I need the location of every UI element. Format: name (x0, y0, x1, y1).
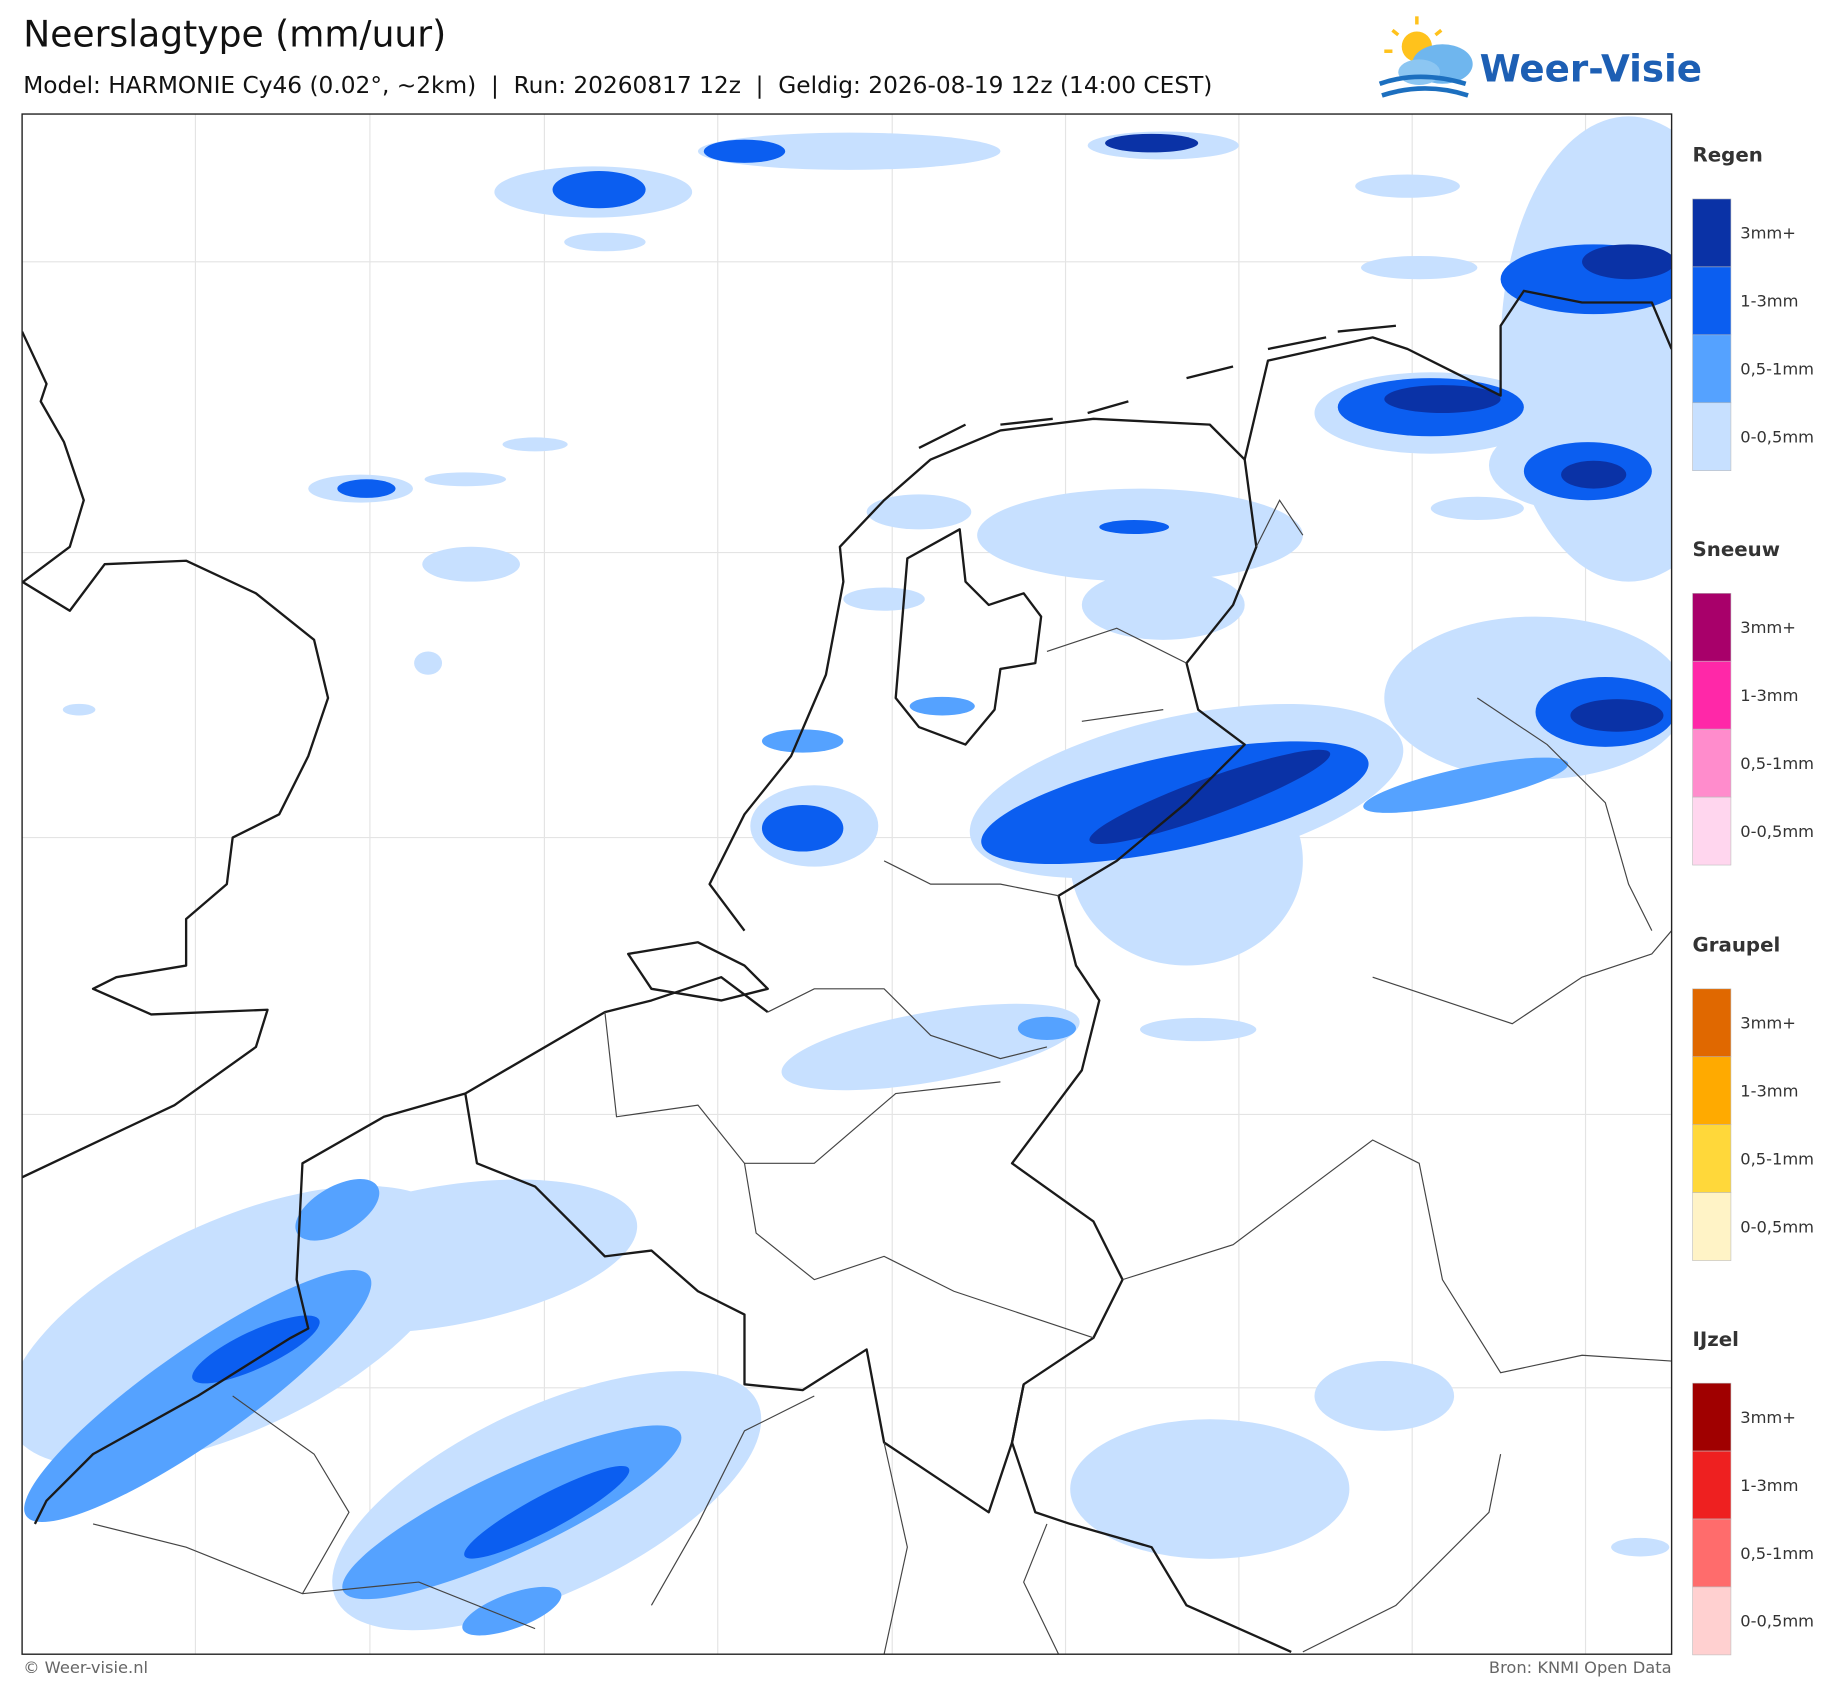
legend-label: 0-0,5mm (1740, 1217, 1814, 1236)
legend-label: 3mm+ (1740, 618, 1796, 637)
precipitation (22, 116, 1672, 1636)
legend-swatch (1692, 402, 1732, 471)
legend-label: 0,5-1mm (1740, 1149, 1814, 1168)
legend-swatch (1692, 198, 1732, 268)
legend-label: 0,5-1mm (1740, 1544, 1814, 1563)
legend-swatch (1692, 334, 1732, 404)
legend-label: 3mm+ (1740, 1014, 1796, 1033)
legend-swatch (1692, 593, 1732, 662)
legend-group-title: Graupel (1693, 934, 1781, 957)
coastline (22, 289, 1672, 1653)
legend-label: 0,5-1mm (1740, 360, 1814, 379)
legend-swatch (1692, 1124, 1732, 1193)
legend-label: 0-0,5mm (1740, 822, 1814, 841)
legend-swatch (1692, 1518, 1732, 1588)
logo-text: Weer-Visie (1480, 46, 1702, 90)
title: Neerslagtype (mm/uur) (23, 14, 446, 56)
legend-swatch (1692, 1192, 1732, 1261)
legend-swatch (1692, 796, 1732, 866)
legend-label: 0,5-1mm (1740, 754, 1814, 773)
source: Bron: KNMI Open Data (1489, 1658, 1672, 1677)
legend-group-title: Regen (1693, 144, 1763, 167)
legend-swatch (1692, 728, 1732, 798)
legend-group-title: Sneeuw (1693, 538, 1780, 561)
legend-label: 3mm+ (1740, 224, 1796, 243)
legend-group-title: IJzel (1693, 1328, 1739, 1351)
legend-swatch (1692, 1450, 1732, 1520)
legend-swatch (1692, 1056, 1732, 1125)
subtitle: Model: HARMONIE Cy46 (0.02°, ~2km) | Run… (23, 72, 1212, 99)
legend-label: 0-0,5mm (1740, 1612, 1814, 1631)
legend-label: 1-3mm (1740, 292, 1798, 311)
legend-swatch (1692, 1586, 1732, 1656)
legend-swatch (1692, 988, 1732, 1058)
legend: Regen 3mm+ 1-3mm 0,5-1mm 0-0,5mm Sneeuw 3mm+ 1-… (1692, 144, 1814, 1656)
credit: © Weer-visie.nl (23, 1658, 148, 1677)
borders (92, 499, 1672, 1655)
legend-swatch (1692, 266, 1732, 336)
legend-swatch (1692, 1382, 1732, 1452)
logo: Weer-Visie (1378, 16, 1702, 98)
map (21, 113, 1673, 1655)
legend-label: 1-3mm (1740, 1476, 1798, 1495)
legend-label: 1-3mm (1740, 686, 1798, 705)
legend-label: 1-3mm (1740, 1082, 1798, 1101)
legend-label: 0-0,5mm (1740, 428, 1814, 447)
legend-swatch (1692, 660, 1732, 730)
legend-label: 3mm+ (1740, 1408, 1796, 1427)
